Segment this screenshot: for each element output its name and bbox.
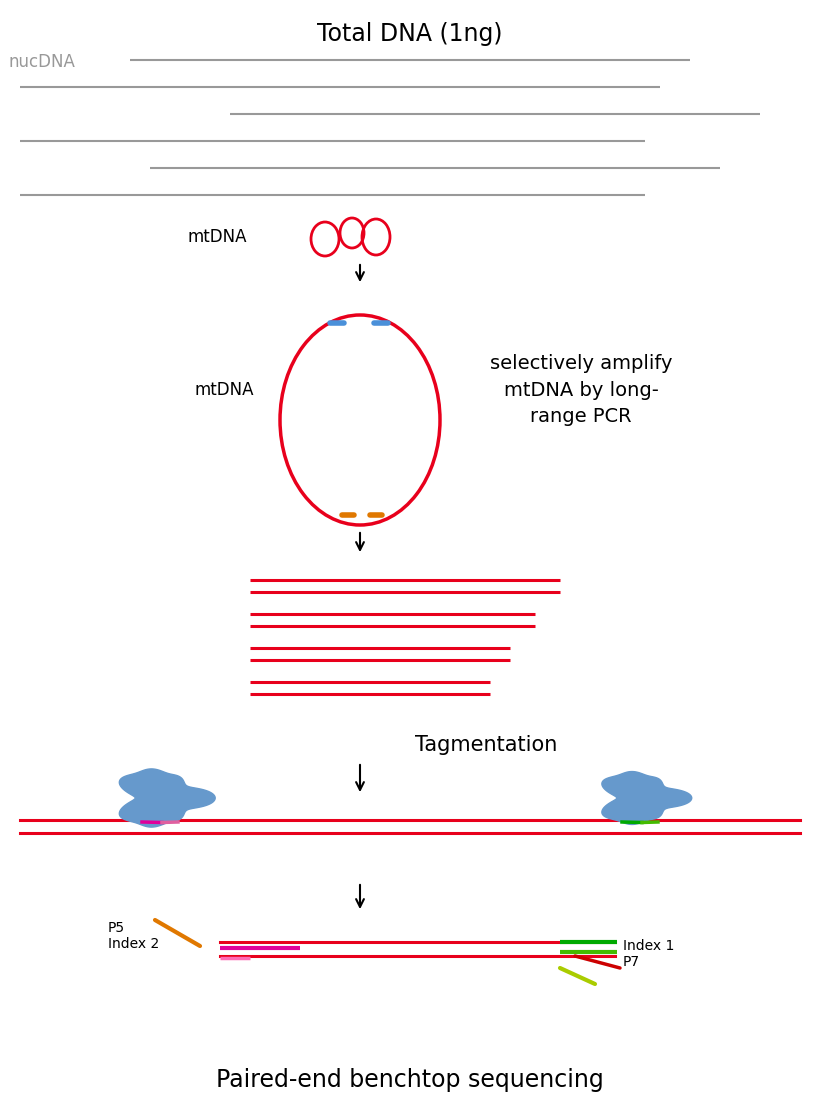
Text: mtDNA: mtDNA (188, 228, 247, 246)
Polygon shape (601, 772, 691, 825)
Text: P7: P7 (622, 955, 640, 969)
Text: P5: P5 (108, 921, 125, 935)
Text: mtDNA: mtDNA (195, 380, 254, 399)
Text: Index 2: Index 2 (108, 937, 159, 951)
Text: Tagmentation: Tagmentation (414, 735, 557, 755)
Polygon shape (120, 769, 215, 827)
Text: Total DNA (1ng): Total DNA (1ng) (317, 22, 502, 46)
Text: nucDNA: nucDNA (8, 53, 75, 70)
Text: Paired-end benchtop sequencing: Paired-end benchtop sequencing (216, 1068, 603, 1092)
Text: Index 1: Index 1 (622, 939, 673, 953)
Text: selectively amplify
mtDNA by long-
range PCR: selectively amplify mtDNA by long- range… (490, 354, 672, 426)
